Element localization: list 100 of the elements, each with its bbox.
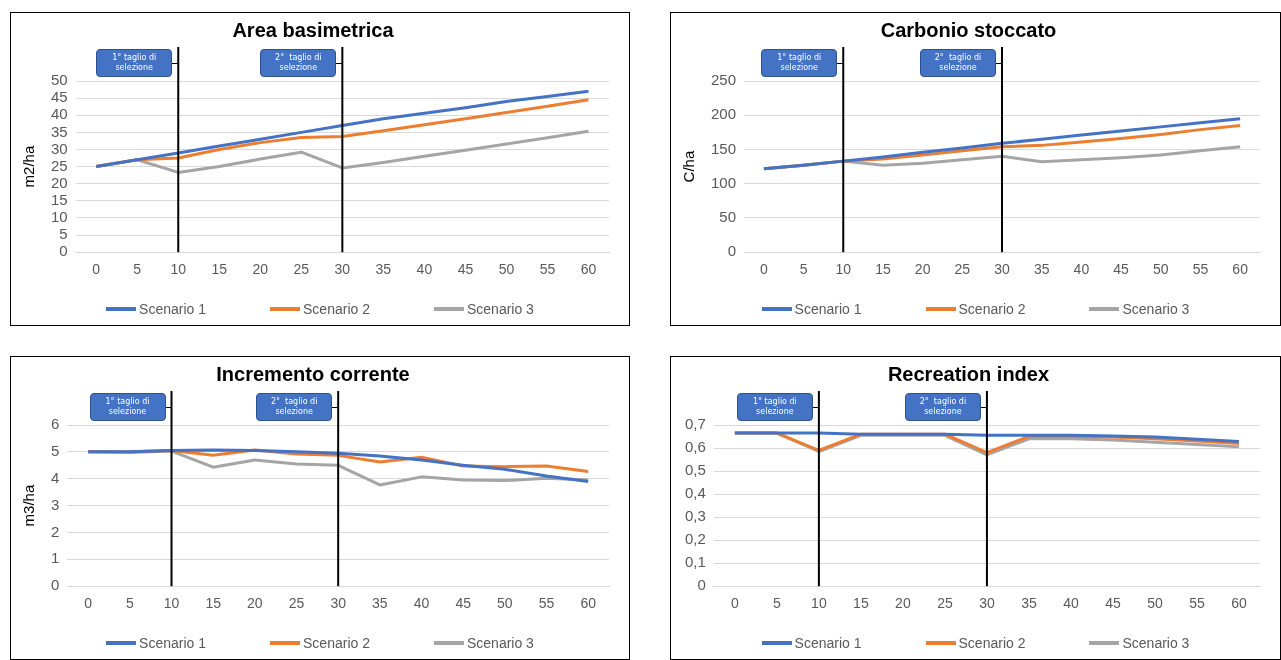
x-tick-label: 0 bbox=[759, 261, 768, 278]
y-tick-label: 3 bbox=[51, 495, 60, 513]
y-tick-label: 0,3 bbox=[684, 507, 706, 525]
legend-label: Scenario 2 bbox=[303, 301, 370, 317]
x-tick-label: 55 bbox=[1189, 595, 1205, 612]
y-tick-label: 50 bbox=[719, 208, 737, 226]
chart-title: Carbonio stoccato bbox=[880, 18, 1057, 41]
x-tick-label: 50 bbox=[498, 261, 515, 278]
x-tick-label: 10 bbox=[170, 261, 187, 278]
x-tick-label: 60 bbox=[580, 261, 597, 278]
x-tick-label: 40 bbox=[416, 261, 433, 278]
x-tick-label: 50 bbox=[1152, 261, 1169, 278]
y-tick-label: 0 bbox=[727, 242, 737, 260]
x-tick-label: 60 bbox=[1232, 261, 1249, 278]
y-tick-label: 50 bbox=[51, 71, 68, 89]
legend-label: Scenario 3 bbox=[1122, 635, 1190, 651]
x-tick-label: 30 bbox=[994, 261, 1011, 278]
x-tick-label: 35 bbox=[1021, 595, 1037, 612]
legend-label: Scenario 1 bbox=[139, 635, 207, 651]
y-tick-label: 0,4 bbox=[684, 484, 706, 502]
x-tick-label: 55 bbox=[539, 261, 556, 278]
y-axis-title: m2/ha bbox=[20, 145, 38, 188]
x-tick-label: 5 bbox=[799, 261, 808, 278]
x-tick-label: 40 bbox=[1063, 595, 1079, 612]
x-tick-label: 50 bbox=[497, 595, 513, 612]
x-tick-label: 15 bbox=[875, 261, 891, 278]
y-tick-label: 5 bbox=[51, 442, 60, 460]
x-tick-label: 25 bbox=[937, 595, 953, 612]
y-tick-label: 35 bbox=[51, 122, 68, 140]
legend-label: Scenario 2 bbox=[303, 635, 370, 651]
y-tick-label: 1 bbox=[51, 549, 60, 567]
legend-label: Scenario 3 bbox=[466, 635, 534, 651]
x-tick-label: 10 bbox=[163, 595, 180, 612]
x-tick-label: 5 bbox=[125, 595, 134, 612]
y-tick-label: 6 bbox=[51, 415, 60, 433]
x-tick-label: 10 bbox=[835, 261, 852, 278]
x-tick-label: 35 bbox=[375, 261, 392, 278]
y-tick-label: 0,2 bbox=[684, 530, 706, 548]
y-tick-label: 30 bbox=[51, 139, 68, 157]
y-tick-label: 0 bbox=[59, 242, 68, 260]
legend-label: Scenario 3 bbox=[1122, 301, 1190, 317]
y-tick-label: 100 bbox=[711, 173, 737, 191]
y-tick-label: 5 bbox=[59, 225, 68, 243]
x-tick-label: 45 bbox=[455, 595, 472, 612]
x-tick-label: 15 bbox=[211, 261, 228, 278]
x-tick-label: 30 bbox=[334, 261, 351, 278]
chart-title: Recreation index bbox=[887, 362, 1050, 385]
x-tick-label: 15 bbox=[205, 595, 222, 612]
y-tick-label: 0 bbox=[51, 576, 60, 594]
x-tick-label: 50 bbox=[1147, 595, 1163, 612]
y-tick-label: 4 bbox=[51, 468, 60, 486]
x-tick-label: 25 bbox=[954, 261, 971, 278]
legend-label: Scenario 1 bbox=[794, 635, 862, 651]
x-tick-label: 40 bbox=[1073, 261, 1090, 278]
x-tick-label: 0 bbox=[92, 261, 101, 278]
x-tick-label: 25 bbox=[288, 595, 305, 612]
y-tick-label: 200 bbox=[711, 105, 737, 123]
x-tick-label: 35 bbox=[372, 595, 388, 612]
chart-title: Incremento corrente bbox=[216, 362, 410, 385]
legend-label: Scenario 2 bbox=[958, 635, 1026, 651]
y-tick-label: 0,6 bbox=[684, 438, 706, 456]
x-tick-label: 60 bbox=[1231, 595, 1247, 612]
y-tick-label: 10 bbox=[51, 208, 68, 226]
x-tick-label: 25 bbox=[293, 261, 310, 278]
x-tick-label: 40 bbox=[413, 595, 430, 612]
y-tick-label: 2 bbox=[51, 522, 60, 540]
y-tick-label: 150 bbox=[711, 139, 737, 157]
y-tick-label: 45 bbox=[51, 88, 68, 106]
y-axis-title: m3/ha bbox=[20, 484, 38, 527]
x-tick-label: 15 bbox=[853, 595, 869, 612]
x-tick-label: 30 bbox=[330, 595, 347, 612]
x-tick-label: 35 bbox=[1033, 261, 1050, 278]
x-tick-label: 45 bbox=[1113, 261, 1130, 278]
x-tick-label: 55 bbox=[538, 595, 555, 612]
x-tick-label: 20 bbox=[247, 595, 263, 612]
x-tick-label: 20 bbox=[914, 261, 931, 278]
x-tick-label: 60 bbox=[580, 595, 597, 612]
x-tick-label: 20 bbox=[895, 595, 911, 612]
x-tick-label: 30 bbox=[979, 595, 995, 612]
x-tick-label: 55 bbox=[1192, 261, 1209, 278]
y-tick-label: 25 bbox=[51, 156, 68, 174]
legend-label: Scenario 3 bbox=[466, 301, 534, 317]
y-tick-label: 15 bbox=[51, 190, 68, 208]
x-tick-label: 20 bbox=[252, 261, 269, 278]
y-tick-label: 40 bbox=[51, 105, 68, 123]
y-tick-label: 0,5 bbox=[684, 461, 706, 479]
x-tick-label: 0 bbox=[84, 595, 93, 612]
x-tick-label: 45 bbox=[1105, 595, 1121, 612]
legend-label: Scenario 2 bbox=[958, 301, 1026, 317]
legend-label: Scenario 1 bbox=[139, 301, 207, 317]
x-tick-label: 5 bbox=[772, 595, 781, 612]
x-tick-label: 45 bbox=[457, 261, 474, 278]
legend-label: Scenario 1 bbox=[794, 301, 862, 317]
y-tick-label: 0,1 bbox=[684, 553, 706, 571]
x-tick-label: 5 bbox=[133, 261, 142, 278]
y-tick-label: 0,7 bbox=[684, 415, 706, 433]
y-tick-label: 250 bbox=[711, 71, 737, 89]
y-tick-label: 0 bbox=[697, 576, 706, 594]
y-tick-label: 20 bbox=[51, 173, 68, 191]
chart-title: Area basimetrica bbox=[232, 18, 395, 41]
